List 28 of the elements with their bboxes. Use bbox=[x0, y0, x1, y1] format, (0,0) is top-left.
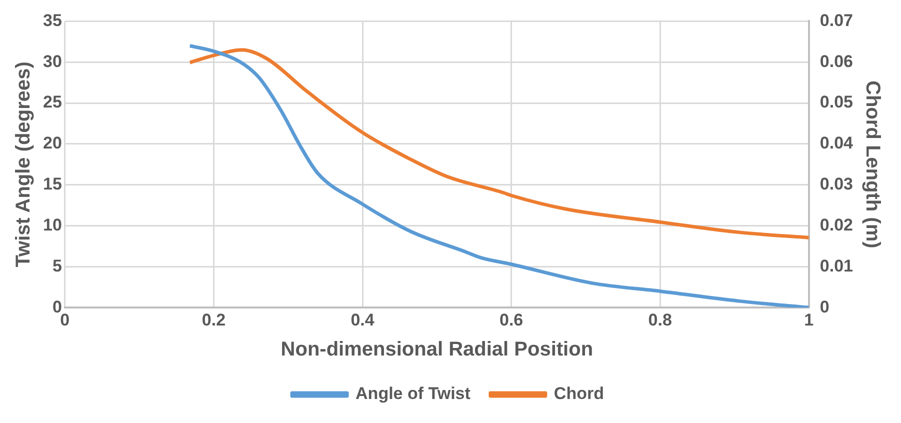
y-tick-label: 5 bbox=[52, 256, 62, 276]
x-tick-label: 0.2 bbox=[202, 310, 226, 330]
y-tick-label: 10 bbox=[42, 215, 62, 234]
y2-tick-label: 0.04 bbox=[820, 134, 854, 153]
y-tick-label: 20 bbox=[42, 134, 62, 153]
x-tick-label: 0.6 bbox=[499, 310, 524, 330]
y2-tick-label: 0.06 bbox=[820, 52, 854, 71]
y2-tick-label: 0.05 bbox=[820, 92, 854, 112]
legend-label: Angle of Twist bbox=[356, 384, 471, 404]
line-series bbox=[188, 44, 809, 308]
y2-tick-label: 0.02 bbox=[820, 215, 854, 234]
x-tick-label: 1 bbox=[804, 310, 814, 330]
y-tick-label: 0 bbox=[52, 297, 62, 316]
y-tick-label: 15 bbox=[42, 174, 62, 194]
y-tick-label: 35 bbox=[42, 10, 62, 30]
y2-axis-title: Chord Length (m) bbox=[861, 80, 884, 248]
legend-label: Chord bbox=[554, 384, 604, 404]
y2-tick-label: 0.07 bbox=[820, 10, 854, 30]
y-tick-label: 30 bbox=[42, 52, 62, 71]
x-axis-title: Non-dimensional Radial Position bbox=[280, 338, 594, 361]
x-tick-label: 0.8 bbox=[648, 310, 672, 330]
y2-tick-label: 0.01 bbox=[820, 256, 854, 276]
y2-tick-label: 0 bbox=[820, 297, 830, 316]
y-tick-label: 25 bbox=[42, 92, 62, 112]
x-tick-label: 0.4 bbox=[350, 310, 375, 330]
y-axis-title: Twist Angle (degrees) bbox=[12, 62, 35, 268]
y2-tick-label: 0.03 bbox=[820, 174, 854, 194]
line-series bbox=[188, 48, 809, 240]
